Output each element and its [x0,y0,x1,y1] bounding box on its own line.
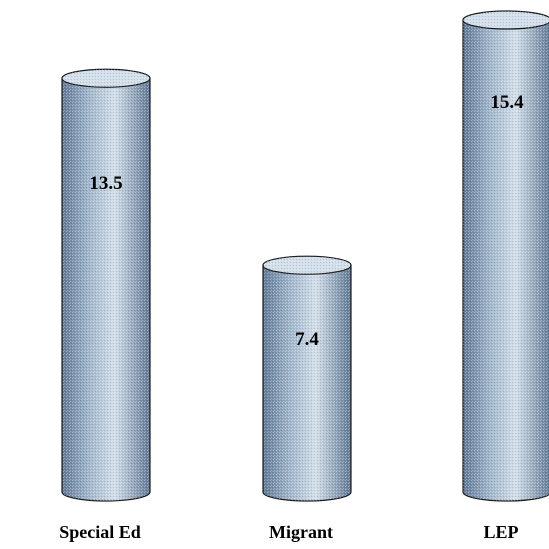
bar-texture [463,20,549,501]
x-tick-special-ed: Special Ed [59,522,141,542]
bar-texture [62,78,150,501]
data-label-special-ed: 13.5 [89,173,122,194]
bar-special-ed [61,68,151,502]
bar-top-texture [62,69,150,88]
data-label-migrant: 7.4 [295,329,319,350]
bar-top-texture [463,11,549,29]
bar-lep [462,10,549,502]
bar-texture [263,265,351,501]
bar-top-texture [263,256,351,275]
bars-group [61,10,549,502]
data-label-lep: 15.4 [490,92,524,113]
labels-group: 13.5 Special Ed 7.4 Migrant 15.4 LEP [59,92,524,542]
x-tick-migrant: Migrant [269,522,333,542]
bar-migrant [262,255,352,502]
x-tick-lep: LEP [483,522,518,542]
